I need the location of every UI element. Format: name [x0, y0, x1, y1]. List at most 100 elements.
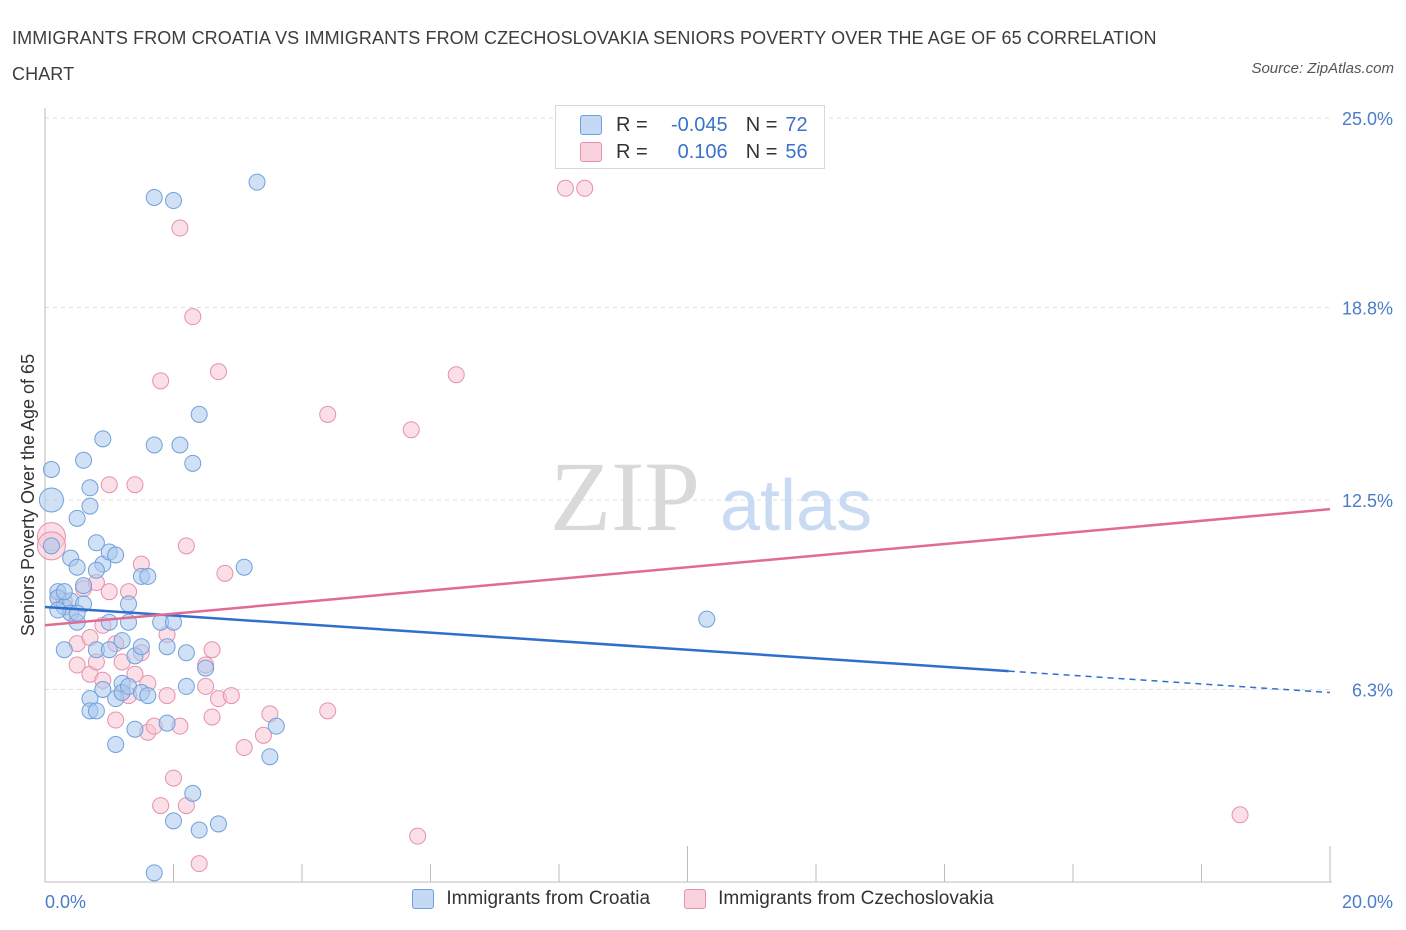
czech-point	[319, 405, 337, 423]
croatia-point	[158, 714, 176, 732]
czech-point	[197, 677, 215, 695]
y-tick-label: 18.8%	[1342, 298, 1393, 318]
croatia-point	[100, 613, 118, 631]
czech-point	[152, 797, 170, 815]
czech-point	[209, 363, 227, 381]
czech-point	[556, 179, 574, 197]
bottom-legend-label-czech: Immigrants from Czechoslovakia	[718, 888, 994, 909]
croatia-point	[42, 460, 60, 478]
czech-trend-line	[44, 507, 1331, 627]
croatia-point	[113, 632, 131, 650]
croatia-point	[158, 638, 176, 656]
croatia-point	[139, 687, 157, 705]
bottom-legend-swatch-czech	[684, 889, 707, 909]
watermark-zip: ZIP	[550, 441, 700, 552]
croatia-point	[55, 583, 73, 601]
tick-labels: 6.3% 12.5% 18.8% 25.0% 0.0% 20.0%	[45, 109, 1393, 912]
czech-point	[190, 855, 208, 873]
czech-point	[216, 564, 234, 582]
croatia-point	[87, 561, 105, 579]
croatia-point	[107, 546, 125, 564]
czech-point	[107, 711, 125, 729]
croatia-point	[107, 735, 125, 753]
croatia-point	[120, 595, 138, 613]
croatia-point	[165, 192, 182, 210]
croatia-point	[197, 659, 215, 677]
czech-point	[126, 476, 144, 494]
croatia-point	[145, 188, 163, 206]
czech-point	[184, 308, 202, 326]
czech-point	[165, 769, 182, 787]
legend-r-label: R =	[616, 140, 648, 163]
legend-n-label: N =	[745, 113, 778, 136]
croatia-points	[38, 173, 716, 882]
legend-r-value-croatia: -0.045	[670, 113, 728, 136]
croatia-point	[261, 748, 279, 766]
croatia-point	[145, 864, 163, 882]
czech-point	[402, 421, 420, 439]
croatia-point	[68, 509, 86, 527]
czech-point	[447, 366, 465, 384]
czech-point	[254, 726, 272, 744]
bottom-legend-label-croatia: Immigrants from Croatia	[446, 888, 651, 909]
croatia-point	[209, 815, 227, 833]
croatia-point	[68, 558, 86, 576]
legend-swatch-croatia	[580, 115, 602, 135]
y-tick-label: 12.5%	[1342, 491, 1393, 511]
croatia-point	[132, 638, 150, 656]
czech-point	[203, 708, 221, 726]
czech-point	[1231, 806, 1249, 824]
croatia-point	[267, 717, 285, 735]
croatia-point	[42, 537, 60, 555]
croatia-point	[145, 436, 163, 454]
y-axis-title: Seniors Poverty Over the Age of 65	[18, 354, 38, 636]
czech-point	[158, 687, 176, 705]
croatia-point	[184, 454, 202, 472]
legend-row-czech: R = 0.106 N = 56	[580, 140, 808, 164]
croatia-point	[49, 601, 67, 619]
bottom-legend-item-czech: Immigrants from Czechoslovakia	[684, 888, 994, 910]
croatia-point	[235, 558, 253, 576]
chart-title: IMMIGRANTS FROM CROATIA VS IMMIGRANTS FR…	[12, 28, 1157, 84]
croatia-point	[55, 641, 73, 659]
bottom-legend-swatch-croatia	[412, 889, 435, 909]
czech-point	[203, 641, 221, 659]
croatia-point	[177, 677, 195, 695]
x-tick-label: 0.0%	[45, 892, 86, 912]
croatia-point	[126, 720, 144, 738]
czech-point	[576, 179, 594, 197]
croatia-point	[87, 702, 105, 720]
croatia-point	[75, 577, 93, 595]
legend-swatch-czech	[580, 142, 602, 162]
croatia-point	[75, 451, 93, 469]
grid-lines	[45, 117, 1330, 690]
croatia-point	[248, 173, 266, 191]
croatia-point	[94, 430, 112, 448]
croatia-trend-line	[44, 605, 1009, 673]
legend: R = -0.045 N = 72 R = 0.106 N = 56	[555, 105, 825, 169]
croatia-point	[165, 812, 182, 830]
source-label: Source: ZipAtlas.com	[1251, 60, 1394, 77]
bottom-legend-item-croatia: Immigrants from Croatia	[412, 888, 650, 910]
croatia-point	[190, 821, 208, 839]
croatia-point	[87, 534, 105, 552]
croatia-trend-extension	[1008, 670, 1331, 694]
croatia-point	[139, 567, 157, 585]
croatia-point	[38, 487, 64, 513]
croatia-point	[190, 405, 208, 423]
legend-n-value-czech: 56	[785, 140, 808, 163]
croatia-point	[81, 479, 99, 497]
czech-point	[100, 583, 118, 601]
czech-point	[177, 537, 195, 555]
czech-point	[152, 372, 170, 390]
y-tick-label: 25.0%	[1342, 109, 1393, 129]
czech-point	[100, 476, 118, 494]
czech-point	[409, 827, 427, 845]
croatia-point	[177, 644, 195, 662]
legend-n-value-croatia: 72	[785, 113, 808, 136]
croatia-point	[171, 436, 189, 454]
czech-point	[68, 656, 86, 674]
croatia-point	[100, 641, 118, 659]
bottom-legend: Immigrants from Croatia Immigrants from …	[0, 888, 1406, 910]
